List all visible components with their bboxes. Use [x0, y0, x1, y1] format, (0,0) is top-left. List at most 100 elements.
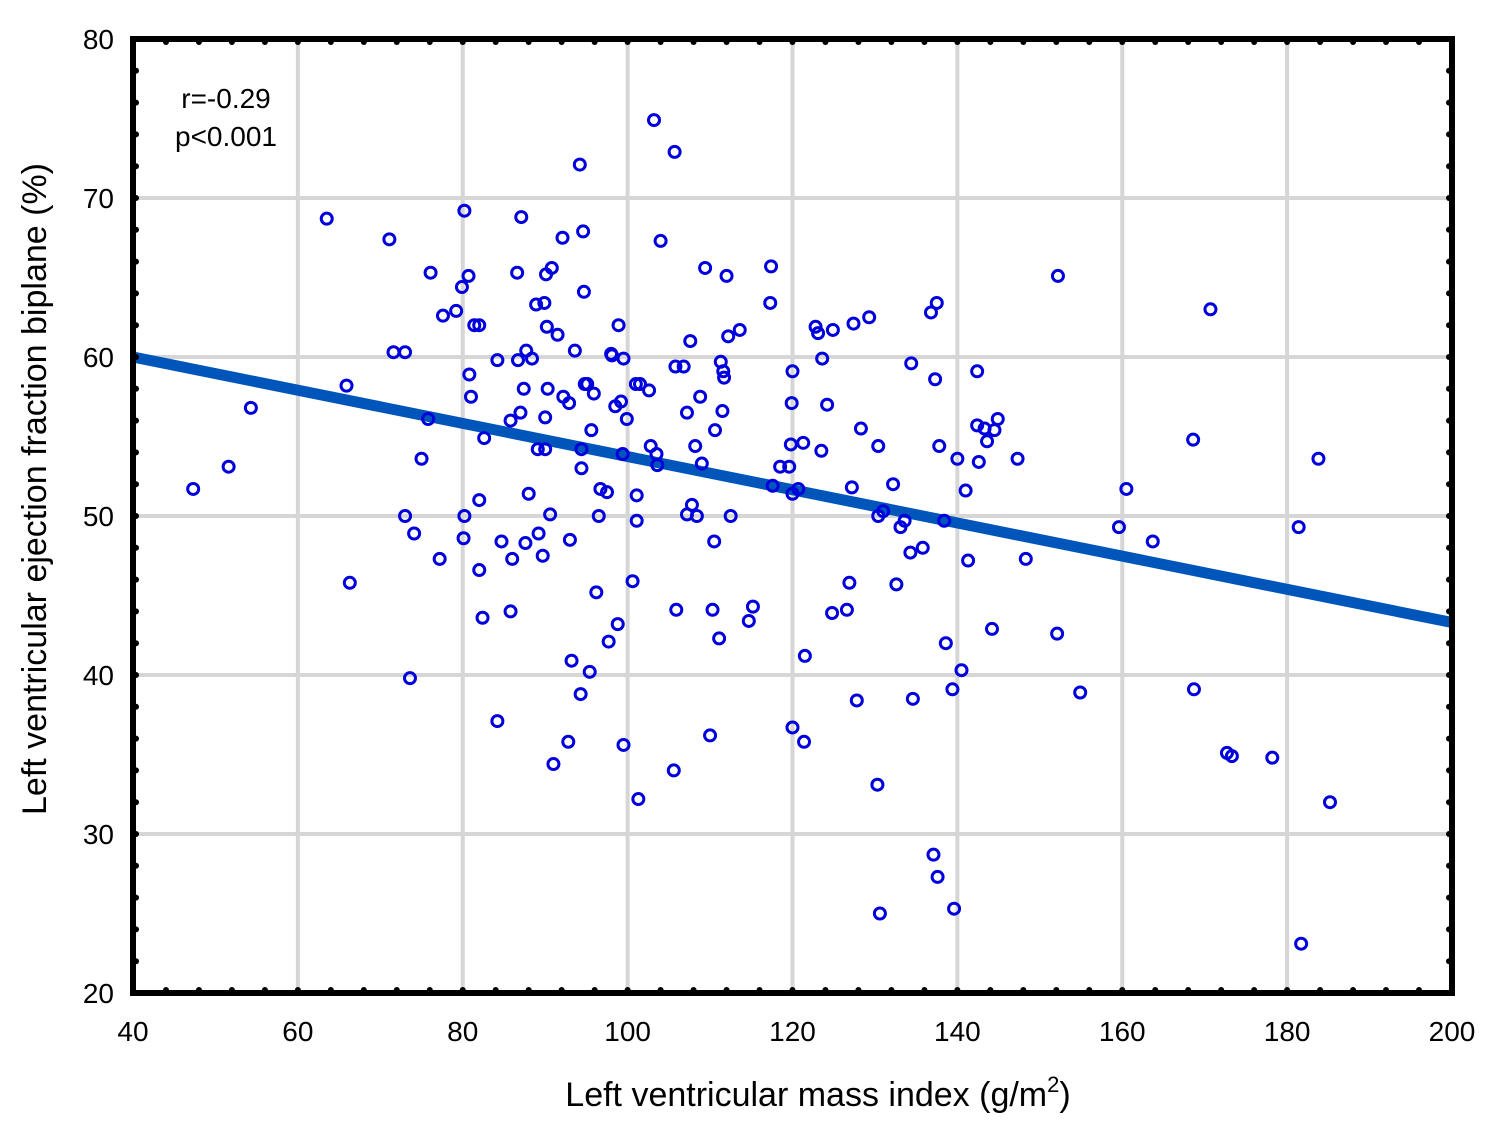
data-point	[574, 461, 589, 476]
x-minor-tick	[657, 39, 664, 45]
x-tick-label: 180	[1264, 1016, 1311, 1047]
x-minor-tick	[789, 39, 796, 45]
data-point	[591, 509, 606, 523]
x-minor-tick	[162, 39, 169, 45]
y-minor-tick	[1446, 226, 1452, 233]
data-point	[398, 509, 413, 523]
data-point	[797, 734, 812, 749]
data-point	[619, 412, 634, 427]
y-tick-label: 20	[83, 978, 114, 1009]
x-minor-tick	[1284, 987, 1291, 993]
data-point	[708, 423, 723, 438]
data-point	[629, 513, 644, 528]
y-minor-tick	[133, 36, 139, 42]
x-minor-tick	[195, 39, 202, 45]
data-point	[707, 534, 722, 549]
x-minor-tick	[294, 39, 301, 45]
data-point	[529, 297, 544, 312]
x-minor-tick	[1317, 39, 1324, 45]
annotation-p: p<0.001	[175, 121, 277, 152]
y-minor-tick	[1446, 195, 1452, 201]
data-point	[546, 757, 561, 772]
data-point	[490, 353, 505, 368]
data-point	[903, 545, 918, 560]
y-minor-tick	[1446, 67, 1452, 74]
data-point	[539, 319, 554, 334]
y-minor-tick	[1446, 544, 1452, 551]
data-point	[576, 224, 591, 239]
data-point	[1050, 268, 1065, 283]
data-point	[398, 345, 413, 360]
data-point	[932, 439, 947, 454]
data-point	[1322, 795, 1337, 810]
data-point	[862, 310, 877, 325]
x-minor-tick	[822, 39, 829, 45]
y-minor-tick	[1446, 703, 1452, 710]
x-minor-tick	[426, 987, 433, 993]
data-point	[719, 268, 734, 283]
y-minor-tick	[133, 608, 139, 615]
data-point	[926, 847, 941, 862]
x-minor-tick	[1251, 39, 1258, 45]
data-point	[494, 534, 509, 549]
data-point	[791, 481, 806, 496]
data-point	[870, 777, 885, 792]
x-axis-label-end: )	[1059, 1076, 1070, 1114]
data-point	[414, 451, 429, 466]
y-minor-tick	[133, 449, 139, 456]
data-point	[521, 486, 536, 501]
y-minor-tick	[133, 163, 139, 170]
data-point	[610, 617, 625, 632]
data-point	[503, 604, 518, 619]
x-minor-tick	[723, 39, 730, 45]
data-point	[631, 792, 646, 807]
data-point	[783, 437, 798, 452]
data-point	[514, 210, 529, 225]
y-tick-label: 70	[83, 183, 114, 214]
x-axis-label-main: Left ventricular mass index (g/m	[565, 1076, 1047, 1114]
data-point	[703, 728, 718, 743]
y-minor-tick	[1446, 990, 1452, 996]
data-point	[616, 351, 631, 366]
data-points	[186, 113, 1337, 951]
data-point	[698, 260, 713, 275]
data-point	[763, 295, 778, 310]
data-point	[582, 664, 597, 679]
y-tick-label: 60	[83, 342, 114, 373]
data-point	[676, 359, 691, 374]
x-minor-tick	[393, 39, 400, 45]
data-point	[797, 648, 812, 663]
x-minor-tick	[228, 39, 235, 45]
y-minor-tick	[1446, 513, 1452, 519]
data-point	[970, 364, 985, 379]
x-minor-tick	[459, 987, 466, 993]
y-tick-label: 50	[83, 501, 114, 532]
data-point	[531, 526, 546, 541]
y-minor-tick	[133, 990, 139, 996]
data-point	[732, 322, 747, 337]
x-minor-tick	[1119, 39, 1126, 45]
data-point	[688, 439, 703, 454]
x-minor-tick	[855, 987, 862, 993]
data-point	[503, 413, 518, 428]
x-minor-tick	[558, 39, 565, 45]
data-point	[764, 259, 779, 274]
x-minor-tick	[1152, 39, 1159, 45]
data-point	[929, 295, 944, 310]
y-minor-tick	[133, 862, 139, 869]
data-point	[567, 343, 582, 358]
x-minor-tick	[1416, 39, 1423, 45]
x-minor-tick	[261, 39, 268, 45]
data-point	[574, 442, 589, 457]
x-minor-tick	[888, 39, 895, 45]
x-minor-tick	[492, 987, 499, 993]
y-minor-tick	[133, 672, 139, 678]
data-point	[625, 574, 640, 589]
x-minor-tick	[360, 39, 367, 45]
y-minor-tick	[1446, 767, 1452, 774]
y-minor-tick	[133, 322, 139, 329]
x-minor-tick	[525, 39, 532, 45]
x-minor-tick	[756, 39, 763, 45]
data-point	[649, 446, 664, 461]
data-point	[601, 634, 616, 649]
